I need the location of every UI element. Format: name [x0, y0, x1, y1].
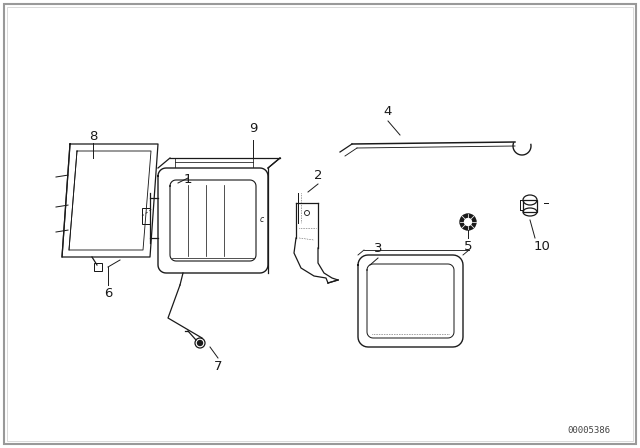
Circle shape: [465, 219, 472, 225]
Bar: [142, 208, 150, 224]
Text: 00005386: 00005386: [567, 426, 610, 435]
Text: 9: 9: [249, 122, 257, 135]
Text: 8: 8: [89, 130, 97, 143]
Bar: [523, 200, 537, 212]
Text: 3: 3: [374, 242, 382, 255]
Text: 1: 1: [184, 173, 192, 186]
Text: 6: 6: [104, 287, 112, 300]
Text: 2: 2: [314, 169, 323, 182]
Text: 7: 7: [214, 360, 222, 373]
Text: 4: 4: [384, 105, 392, 118]
Text: 10: 10: [534, 240, 550, 253]
Text: c: c: [260, 215, 264, 224]
Bar: [94, 263, 102, 271]
Circle shape: [198, 340, 202, 345]
Circle shape: [460, 214, 476, 230]
Text: 5: 5: [464, 240, 472, 253]
